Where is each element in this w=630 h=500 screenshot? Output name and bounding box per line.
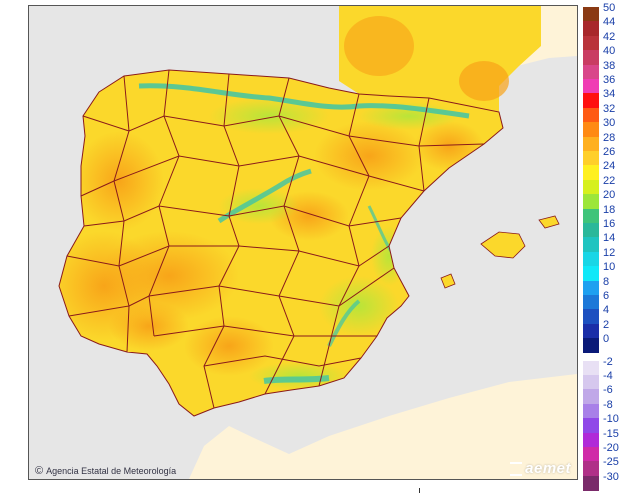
legend-swatch [583,389,599,405]
legend-label: 10 [603,261,616,274]
ibiza [440,273,456,289]
legend-swatch [583,447,599,462]
temperature-map: © Agencia Estatal de Meteorología aemet [28,5,578,480]
credit-line: © Agencia Estatal de Meteorología [35,465,176,477]
province-borders [58,69,504,417]
legend-label: 2 [603,318,610,331]
legend-label: -30 [603,470,619,483]
legend-label: 16 [603,218,616,230]
legend-swatch [583,136,599,152]
legend-label: 42 [603,30,616,43]
legend-swatch [583,35,599,51]
legend-label: 4 [603,304,610,317]
legend-swatch [583,432,599,448]
legend-swatch [583,79,599,94]
legend-swatch [583,122,599,138]
legend-label: 38 [603,59,616,72]
legend-swatch [583,461,599,477]
legend-label: -15 [603,427,619,440]
legend-swatch [583,107,599,123]
legend-label: -6 [603,384,613,397]
legend-label: 6 [603,290,610,302]
border-tick [419,488,420,493]
legend-swatch [583,280,599,296]
legend-label: 0 [603,333,610,346]
legend-label: -25 [603,456,619,469]
legend-swatch [583,64,599,80]
legend-label: 28 [603,131,616,144]
legend-label: 12 [603,246,616,259]
legend-label: 34 [603,88,616,101]
logo-mark-icon [510,461,523,476]
legend-swatch [583,93,599,109]
legend-label: 14 [603,232,616,245]
legend-swatch [583,418,599,434]
legend-swatch [583,21,599,37]
legend-swatch [583,475,599,491]
legend-label: 32 [603,102,616,115]
legend-label: -20 [603,442,619,454]
legend-swatch [583,338,599,354]
legend-label: 20 [603,189,616,202]
legend-label: 40 [603,45,616,58]
legend-label: 30 [603,117,616,130]
legend-swatch [583,251,599,267]
legend-swatch [583,403,599,419]
credit-text: Agencia Estatal de Meteorología [46,466,177,476]
legend-swatch [583,194,599,210]
legend-swatch [583,208,599,224]
legend-label: 8 [603,275,610,288]
copyright-icon: © [35,465,44,477]
legend-label: 50 [603,2,616,14]
logo-text: aemet [525,460,571,477]
legend-swatch [583,295,599,310]
legend-label: -10 [603,413,619,426]
africa-area [189,374,577,479]
legend-swatch [583,375,599,390]
legend-label: 36 [603,74,616,86]
legend-swatch [583,223,599,238]
legend-label: 18 [603,203,616,216]
legend-swatch [583,165,599,181]
legend-label: -2 [603,355,613,368]
menorca [538,215,560,229]
legend-swatch [583,309,599,325]
legend-label: 44 [603,16,616,29]
legend-swatch [583,360,599,376]
legend-swatch [583,323,599,339]
map-canvas [58,6,577,479]
aemet-logo: aemet [510,460,571,477]
legend-label: -4 [603,370,613,382]
legend-label: 22 [603,174,616,187]
legend-label: 26 [603,146,616,158]
legend-swatch [583,266,599,282]
mallorca [480,231,526,259]
legend-swatch [583,179,599,195]
legend-label: -8 [603,398,613,411]
legend-swatch [583,50,599,66]
legend-swatch [583,151,599,166]
color-legend: 50 44 42 40 38 36 34 32 30 28 26 24 22 20 18 16 14 12 10 8 6… [583,2,629,492]
legend-label: 24 [603,160,616,173]
legend-swatch [583,237,599,253]
legend-swatch [583,7,599,22]
